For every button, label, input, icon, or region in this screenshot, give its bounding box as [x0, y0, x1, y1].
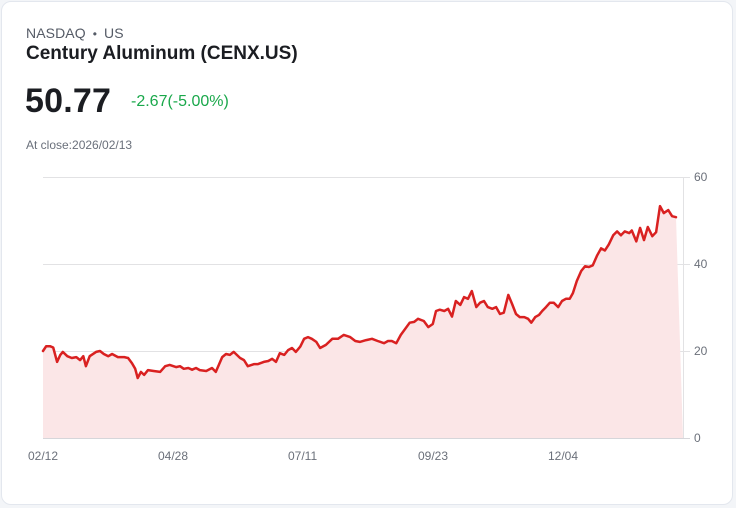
- price-line: [41, 204, 678, 380]
- y-tick-label: 20: [694, 344, 708, 358]
- current-price: 50.77: [25, 82, 112, 120]
- x-tick-label: 07/11: [288, 449, 317, 463]
- exchange-line: NASDAQ • US: [26, 25, 124, 41]
- separator-dot: •: [92, 27, 98, 41]
- y-axis-labels: 0 20 40 60: [694, 170, 708, 445]
- y-tick-label: 60: [694, 170, 708, 184]
- price-change: -2.67(-5.00%): [131, 93, 229, 110]
- close-date: At close:2026/02/13: [26, 138, 133, 152]
- x-tick-label: 04/28: [158, 449, 188, 463]
- y-tick-label: 40: [694, 257, 708, 271]
- exchange-name: NASDAQ: [26, 25, 86, 41]
- country-code: US: [104, 25, 124, 41]
- price-area-fill: [43, 206, 683, 438]
- x-tick-label: 12/04: [548, 449, 578, 463]
- x-tick-label: 02/12: [28, 449, 58, 463]
- x-tick-label: 09/23: [418, 449, 448, 463]
- y-tick-label: 0: [694, 431, 701, 445]
- stock-title: Century Aluminum (CENX.US): [26, 43, 298, 64]
- x-axis-labels: 02/12 04/28 07/11 09/23 12/04: [28, 449, 578, 463]
